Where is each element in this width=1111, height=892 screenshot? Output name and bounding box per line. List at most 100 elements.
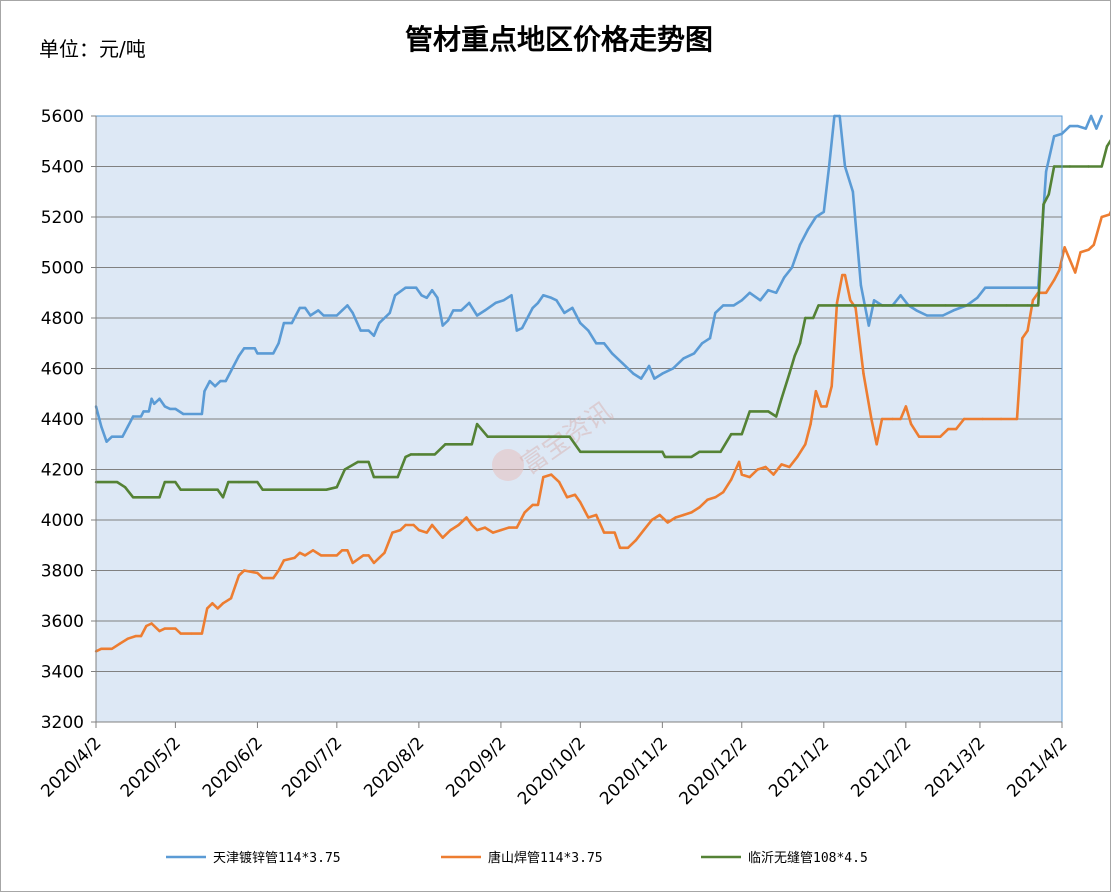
x-tick-label: 2020/9/2 (442, 733, 510, 801)
data-point (396, 475, 399, 479)
data-point (417, 528, 421, 532)
data-point (118, 642, 122, 645)
data-point (505, 435, 508, 438)
data-point (1108, 213, 1110, 216)
data-point (587, 329, 590, 332)
data-point (470, 443, 473, 446)
data-point (430, 523, 434, 527)
data-point (174, 480, 177, 484)
data-point (158, 629, 161, 633)
data-point (303, 554, 307, 557)
data-point (1015, 417, 1019, 421)
data-point (409, 453, 413, 456)
data-point (827, 165, 831, 168)
data-point (1079, 251, 1082, 254)
data-point (174, 407, 177, 411)
data-point (1052, 135, 1056, 138)
data-point (962, 417, 966, 421)
data-point (531, 503, 534, 507)
x-tick-label: 2021/3/2 (921, 733, 989, 801)
data-point (666, 521, 669, 524)
data-point (367, 329, 370, 332)
data-point (372, 475, 376, 479)
data-point (880, 304, 884, 307)
data-point (891, 417, 894, 421)
data-point (700, 342, 704, 345)
x-tick-label: 2020/8/2 (360, 733, 428, 801)
data-point (335, 486, 338, 489)
data-point (116, 480, 119, 484)
data-point (748, 475, 751, 479)
y-tick-label: 3200 (41, 713, 84, 733)
data-point (131, 496, 135, 499)
data-point (632, 372, 635, 375)
data-point (179, 488, 182, 491)
data-point (804, 443, 807, 446)
data-point (632, 450, 635, 453)
data-point (515, 526, 518, 529)
data-point (417, 453, 421, 456)
series-layer (94, 114, 1110, 653)
data-point (613, 531, 616, 534)
data-point (722, 491, 725, 494)
data-point (682, 513, 685, 517)
data-point (899, 417, 902, 421)
data-point (1076, 124, 1080, 128)
data-point (1037, 304, 1040, 307)
data-point (536, 503, 540, 507)
data-point (954, 427, 958, 431)
y-tick-label: 3800 (41, 562, 84, 582)
x-tick-label: 2021/1/2 (765, 733, 833, 801)
data-point (319, 554, 323, 557)
data-point (634, 539, 638, 542)
data-point (425, 531, 428, 534)
data-point (150, 622, 153, 625)
data-point (798, 243, 802, 246)
data-point (1021, 337, 1024, 340)
data-point (796, 455, 799, 459)
data-point (555, 299, 558, 302)
data-point (602, 342, 606, 345)
x-tick-label: 2020/12/2 (676, 733, 752, 809)
data-point (550, 296, 553, 299)
data-point (449, 528, 452, 532)
data-point (558, 435, 561, 438)
data-point (343, 468, 346, 471)
data-point (523, 511, 526, 514)
data-point (820, 405, 823, 408)
data-point (1092, 243, 1096, 246)
data-point (362, 554, 365, 557)
data-point (486, 435, 489, 438)
data-point (475, 314, 479, 317)
data-point (100, 647, 103, 650)
data-point (568, 435, 571, 438)
data-point (941, 314, 945, 317)
data-point (298, 306, 301, 310)
data-point (999, 417, 1003, 421)
data-point (626, 546, 630, 549)
data-point (793, 354, 796, 358)
data-point (870, 417, 873, 421)
data-point (515, 329, 518, 332)
data-point (499, 528, 503, 532)
data-point (227, 480, 230, 484)
y-tick-label: 4000 (41, 511, 84, 531)
data-point (531, 306, 534, 310)
data-point (272, 352, 275, 355)
data-point (650, 518, 653, 522)
data-point (163, 480, 166, 484)
y-tick-label: 4800 (41, 309, 84, 329)
data-point (849, 299, 852, 302)
data-point (404, 455, 407, 459)
legend-label: 天津镀锌管114*3.75 (213, 850, 341, 866)
data-point (163, 627, 166, 630)
data-point (915, 309, 918, 312)
legend: 天津镀锌管114*3.75 唐山焊管114*3.75 临沂无缝管108*4.5 (166, 850, 868, 866)
data-point (867, 324, 870, 327)
data-point (804, 316, 807, 320)
data-point (290, 321, 293, 325)
y-tick-label: 5600 (41, 107, 84, 127)
data-point (277, 342, 280, 345)
data-point (1052, 165, 1056, 168)
data-point (767, 410, 770, 413)
